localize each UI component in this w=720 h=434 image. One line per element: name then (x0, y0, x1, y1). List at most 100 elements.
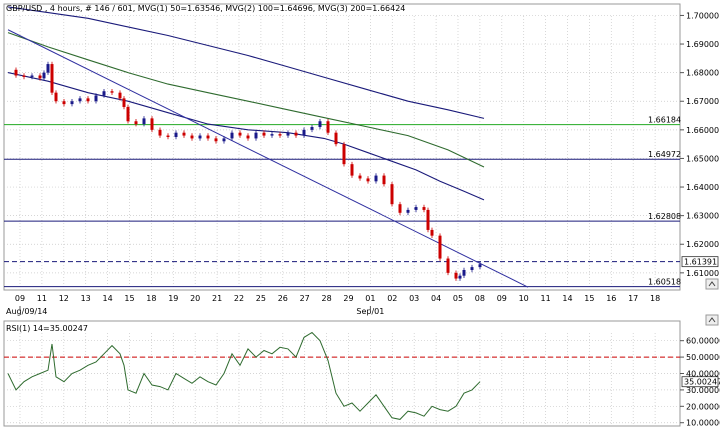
x-tick-label: 12 (59, 294, 69, 303)
candle-body (38, 75, 42, 79)
x-tick-label: 10 (519, 294, 529, 303)
candle-body (134, 121, 138, 125)
main-panel-collapse-button[interactable] (705, 278, 719, 290)
x-tick-label: 19 (168, 294, 178, 303)
main-grid (4, 15, 680, 290)
x-group-label: Aug/09/14 (6, 307, 47, 316)
candle-body (458, 275, 462, 279)
candle-body (122, 98, 126, 107)
y-tick-label: 1.64000 (686, 183, 719, 192)
candle-body (470, 267, 474, 270)
main-panel-frame (3, 3, 681, 291)
rsi-current-label: 35.00247 (684, 378, 720, 387)
candle-body (14, 69, 18, 76)
candles (14, 61, 482, 281)
candle-body (426, 209, 430, 230)
x-tick-label: 18 (650, 294, 660, 303)
candle-body (382, 175, 386, 185)
x-tick-label: 02 (387, 294, 397, 303)
x-tick-label: 20 (190, 294, 200, 303)
candle-body (318, 121, 322, 127)
candle-body (94, 95, 98, 102)
candle-body (254, 132, 258, 139)
candle-body (70, 101, 74, 105)
candle-body (30, 75, 34, 77)
level-label: 1.60518 (648, 278, 681, 287)
y-tick-label: 1.69000 (686, 40, 719, 49)
candle-body (46, 64, 50, 73)
rsi-series: 35.00247 (7, 331, 720, 420)
x-tick-label: 21 (212, 294, 222, 303)
y-tick-label: 1.66000 (686, 126, 719, 135)
candle-body (390, 184, 394, 205)
x-tick-label: 05 (453, 294, 463, 303)
level-label: 1.66184 (648, 116, 681, 125)
candle-body (102, 91, 106, 96)
candle-body (462, 269, 466, 276)
x-tick-label: 04 (431, 294, 441, 303)
x-tick-label: 25 (256, 294, 266, 303)
y-tick-label: 1.63000 (686, 212, 719, 221)
current-price-label: 1.61391 (684, 258, 717, 267)
candle-body (238, 132, 242, 136)
candle-body (446, 258, 450, 273)
candle-body (310, 126, 314, 130)
candle-body (374, 175, 378, 182)
candle-body (350, 164, 354, 176)
candle-body (454, 272, 458, 279)
candle-body (286, 132, 290, 136)
candle-body (54, 92, 58, 102)
candle-body (270, 134, 274, 136)
candle-body (246, 135, 250, 139)
y-tick-label: 1.62000 (686, 240, 719, 249)
candle-body (50, 64, 54, 93)
candle-body (358, 175, 362, 179)
x-tick-label: 27 (300, 294, 310, 303)
y-tick-label: 1.68000 (686, 69, 719, 78)
ma-line-1 (7, 72, 485, 201)
candle-body (62, 101, 66, 105)
x-tick-label: 17 (628, 294, 638, 303)
y-tick-label: 1.65000 (686, 154, 719, 163)
x-tick-label: 29 (343, 294, 353, 303)
candle-body (150, 118, 154, 130)
candle-body (262, 132, 266, 136)
x-tick-label: 01 (365, 294, 375, 303)
candle-body (366, 178, 370, 182)
x-tick-label: 14 (103, 294, 113, 303)
main-chart-header: GBP/USD , 4 hours, # 146 / 601, MVG(1) 5… (6, 4, 405, 13)
x-group-label: Sep/01 (356, 307, 384, 316)
y-tick-label: 1.67000 (686, 97, 719, 106)
moving-averages (7, 6, 485, 201)
candle-body (222, 138, 226, 142)
x-tick-label: 15 (584, 294, 594, 303)
candle-body (142, 118, 146, 125)
x-tick-label: 03 (409, 294, 419, 303)
candle-body (110, 91, 114, 93)
rsi-current-box (681, 376, 719, 388)
x-tick-label: 13 (81, 294, 91, 303)
x-tick-label: 15 (124, 294, 134, 303)
candle-body (206, 135, 210, 139)
candle-body (334, 132, 338, 145)
current-price-box (681, 256, 719, 268)
candle-body (182, 132, 186, 136)
x-tick-label: 11 (541, 294, 551, 303)
price-axis: 1.70000 1.69000 1.68000 1.67000 1.66000 1.650… (680, 11, 719, 278)
candle-body (414, 207, 418, 210)
rsi-panel-collapse-button[interactable] (705, 314, 719, 326)
candle-body (198, 135, 202, 139)
x-tick-label: 22 (234, 294, 244, 303)
candle-body (42, 72, 46, 79)
level-label: 1.62808 (648, 212, 681, 221)
rsi-grid (4, 333, 680, 426)
x-tick-label: 26 (278, 294, 288, 303)
candle-body (214, 138, 218, 142)
